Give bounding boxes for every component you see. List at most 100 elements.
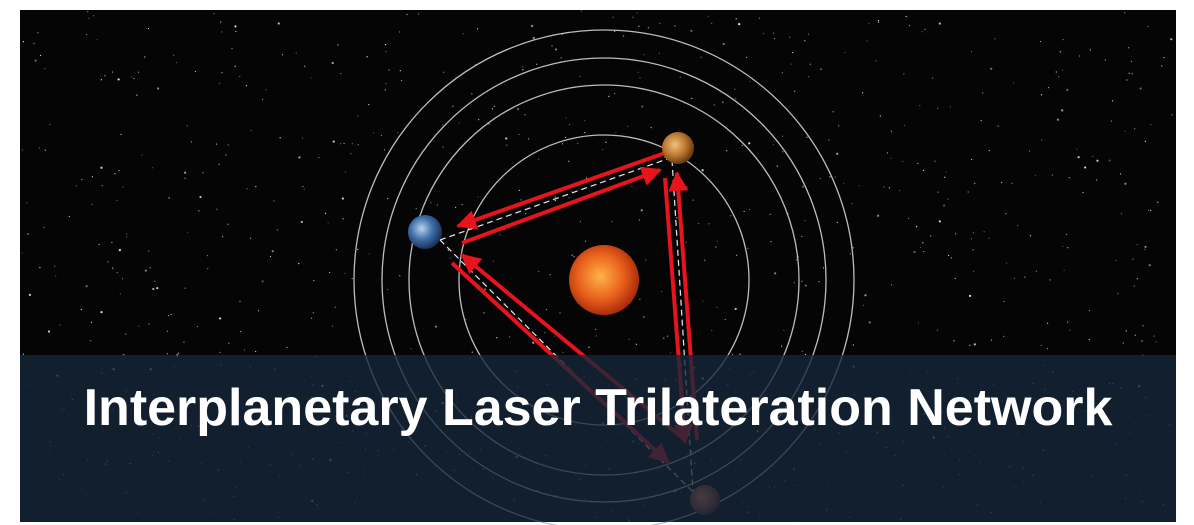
star bbox=[669, 352, 672, 354]
star bbox=[1147, 25, 1149, 28]
star bbox=[890, 157, 892, 159]
star bbox=[536, 63, 538, 65]
star bbox=[921, 31, 923, 33]
star bbox=[796, 259, 798, 261]
dashed-link bbox=[439, 157, 671, 241]
star bbox=[568, 124, 571, 126]
star bbox=[491, 108, 494, 110]
star bbox=[234, 65, 236, 67]
star bbox=[988, 150, 990, 152]
star bbox=[809, 63, 811, 65]
star bbox=[318, 157, 320, 159]
star bbox=[531, 24, 534, 28]
star bbox=[781, 72, 784, 74]
star bbox=[301, 137, 304, 139]
star bbox=[879, 115, 881, 117]
star bbox=[1024, 276, 1026, 278]
star bbox=[465, 318, 467, 320]
star bbox=[1171, 114, 1173, 116]
star bbox=[245, 85, 248, 87]
star bbox=[265, 89, 267, 91]
star bbox=[554, 196, 556, 198]
star bbox=[973, 270, 975, 272]
star bbox=[667, 335, 669, 337]
star bbox=[1051, 174, 1053, 176]
star bbox=[1046, 322, 1049, 324]
star bbox=[716, 240, 718, 242]
star bbox=[734, 307, 737, 311]
star bbox=[298, 263, 300, 265]
star bbox=[111, 241, 113, 244]
star bbox=[21, 149, 23, 151]
star bbox=[101, 185, 103, 187]
star bbox=[1047, 87, 1050, 89]
star bbox=[1148, 264, 1151, 267]
star bbox=[199, 195, 202, 199]
star bbox=[1077, 156, 1080, 159]
star bbox=[920, 246, 922, 249]
star bbox=[1035, 270, 1037, 272]
star bbox=[373, 132, 375, 134]
star bbox=[702, 300, 704, 302]
star bbox=[39, 267, 41, 269]
star bbox=[175, 61, 178, 64]
star bbox=[902, 160, 904, 163]
star bbox=[167, 315, 170, 317]
star bbox=[736, 254, 738, 256]
star bbox=[1084, 166, 1087, 169]
star bbox=[47, 330, 51, 333]
star bbox=[707, 15, 709, 17]
star bbox=[660, 290, 663, 293]
star bbox=[849, 253, 851, 255]
star bbox=[186, 125, 188, 127]
star bbox=[1062, 69, 1064, 71]
star bbox=[990, 339, 993, 341]
star bbox=[1133, 285, 1135, 287]
star bbox=[116, 199, 118, 201]
star bbox=[571, 254, 573, 256]
star bbox=[1003, 300, 1005, 303]
star bbox=[949, 106, 951, 108]
star bbox=[298, 156, 301, 159]
star bbox=[772, 144, 774, 146]
star bbox=[461, 203, 463, 206]
star bbox=[202, 172, 204, 174]
star bbox=[679, 76, 681, 78]
star bbox=[970, 50, 973, 53]
star bbox=[1034, 175, 1037, 177]
star bbox=[1144, 245, 1147, 248]
star bbox=[344, 171, 347, 173]
star bbox=[722, 101, 724, 103]
star bbox=[982, 92, 984, 94]
star bbox=[434, 325, 437, 328]
star bbox=[969, 344, 971, 346]
star bbox=[690, 29, 693, 32]
star bbox=[676, 217, 678, 219]
star bbox=[1119, 173, 1122, 175]
star bbox=[1150, 124, 1152, 126]
star bbox=[351, 143, 353, 145]
star bbox=[724, 319, 726, 321]
star bbox=[936, 329, 939, 331]
star bbox=[1136, 278, 1138, 280]
star bbox=[782, 151, 784, 153]
star bbox=[851, 203, 853, 205]
star bbox=[399, 275, 401, 277]
star bbox=[527, 138, 530, 140]
star bbox=[339, 143, 342, 145]
star bbox=[524, 213, 527, 215]
star bbox=[571, 190, 573, 193]
star bbox=[789, 36, 791, 38]
star bbox=[838, 125, 840, 127]
star bbox=[496, 337, 498, 339]
star bbox=[783, 329, 785, 331]
star bbox=[522, 69, 524, 71]
star bbox=[442, 146, 444, 148]
star bbox=[658, 52, 660, 54]
star bbox=[218, 317, 222, 320]
star bbox=[334, 306, 336, 308]
star bbox=[748, 208, 751, 211]
star bbox=[249, 237, 252, 239]
star bbox=[794, 90, 796, 92]
star bbox=[406, 13, 408, 16]
